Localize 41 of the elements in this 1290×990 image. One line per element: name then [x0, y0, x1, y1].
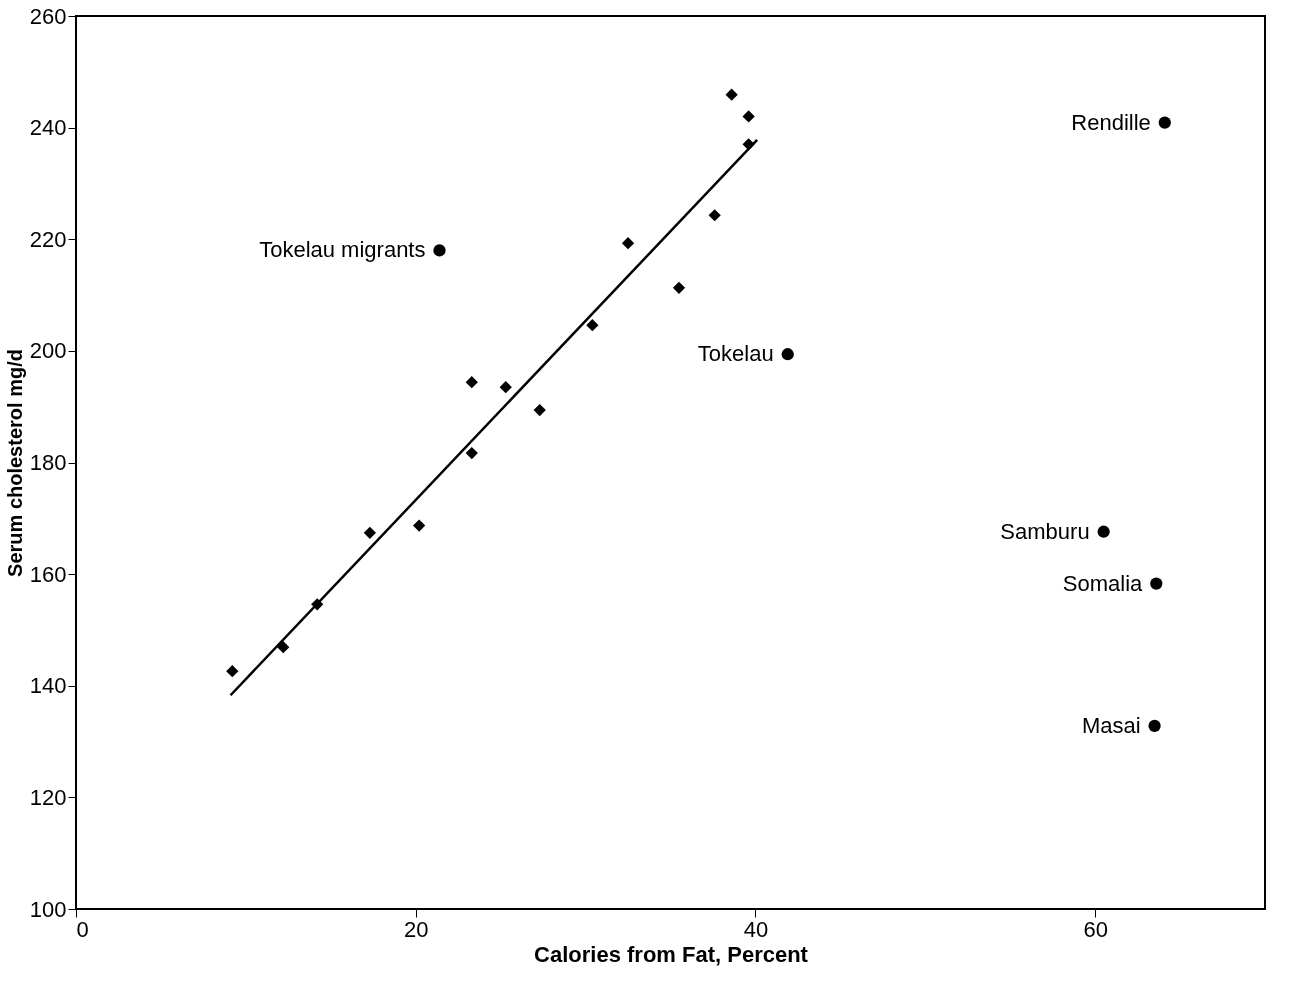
- annotation: Somalia: [1062, 570, 1144, 596]
- x-tick-label: 40: [743, 916, 769, 942]
- point: [1148, 719, 1161, 733]
- y-axis-title: Serum cholesterol mg/d: [3, 349, 26, 577]
- point: [781, 348, 794, 361]
- point: [277, 641, 290, 654]
- y-tick-label: 220: [29, 226, 67, 252]
- point: [465, 446, 478, 460]
- point: [499, 381, 512, 394]
- point: [708, 209, 721, 222]
- x-axis-title: Calories from Fat, Percent: [534, 941, 809, 967]
- annotation: Tokelau: [697, 341, 774, 367]
- point: [672, 281, 686, 294]
- point: [226, 665, 239, 678]
- point: [725, 88, 738, 101]
- x-tick-label: 20: [403, 916, 429, 942]
- point: [363, 526, 376, 539]
- annotation: Samburu: [1000, 518, 1090, 544]
- y-tick-label: 140: [29, 673, 67, 699]
- annotation: Tokelau migrants: [259, 237, 426, 263]
- annotation: Masai: [1081, 712, 1141, 738]
- point: [1150, 577, 1163, 590]
- y-tick-label: 260: [29, 3, 67, 29]
- y-tick-label: 160: [29, 561, 67, 587]
- point: [586, 319, 599, 332]
- y-tick-label: 200: [29, 338, 67, 364]
- point: [433, 244, 446, 257]
- point: [1097, 525, 1110, 538]
- point: [742, 110, 755, 123]
- point: [621, 237, 635, 250]
- point: [412, 519, 426, 532]
- y-tick-label: 120: [29, 784, 67, 810]
- annotation: Rendille: [1071, 109, 1151, 135]
- x-tick-label: 0: [76, 916, 89, 942]
- y-tick-label: 240: [29, 115, 67, 141]
- x-tick-label: 60: [1083, 916, 1108, 942]
- y-tick-label: 180: [29, 450, 67, 475]
- point: [533, 403, 546, 417]
- y-tick-label: 100: [29, 896, 67, 922]
- point: [1158, 116, 1171, 129]
- point: [465, 376, 478, 389]
